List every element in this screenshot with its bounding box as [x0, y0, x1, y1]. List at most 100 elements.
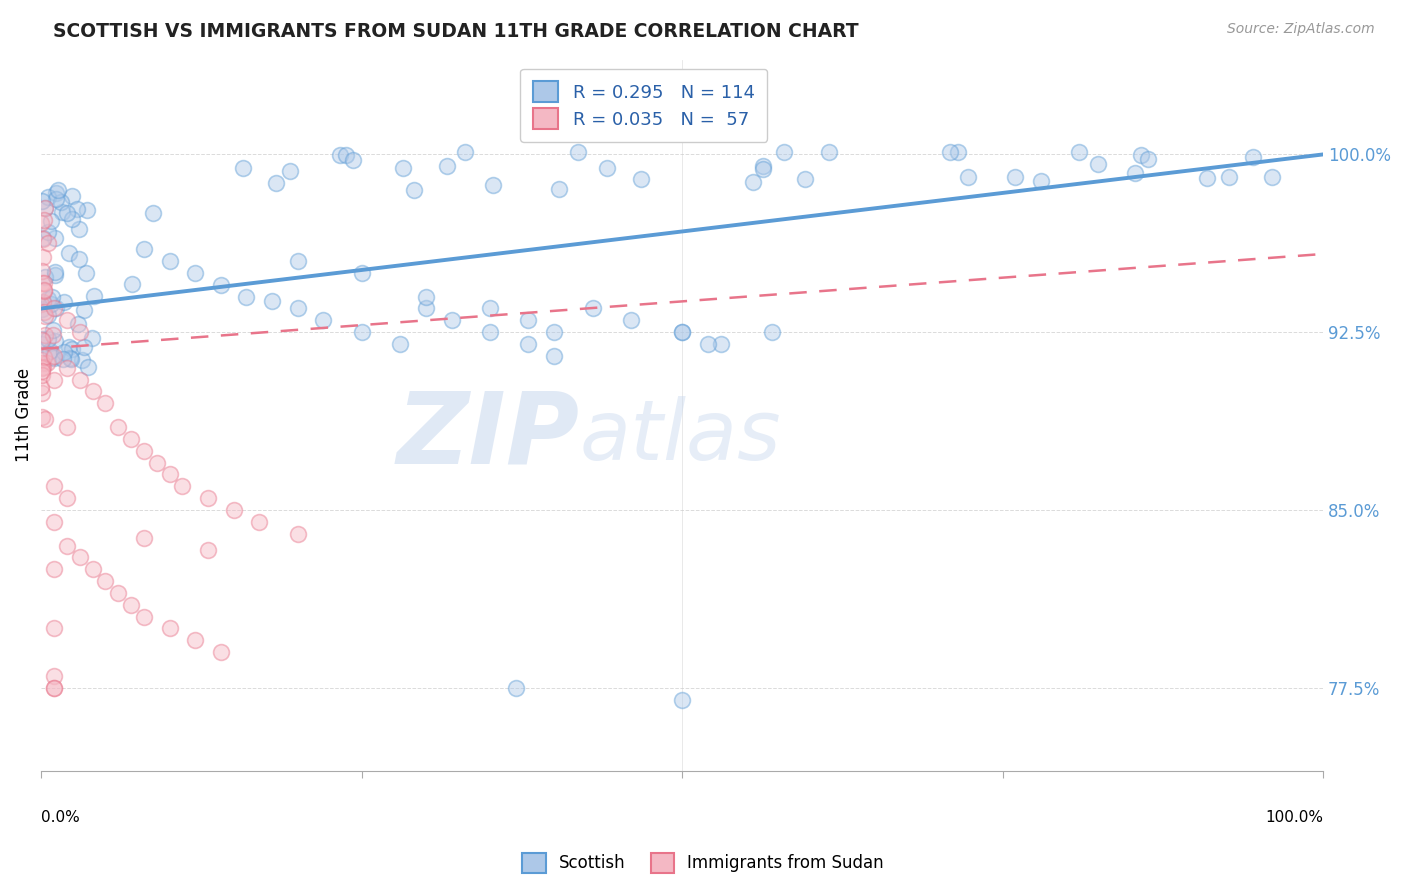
Point [69, 550, 91, 565]
Point [56, 205, 79, 219]
Point [287, 301, 309, 316]
Point [45, 192, 67, 206]
Point [142, 206, 165, 220]
Point [132, 242, 155, 256]
Point [51, 205, 73, 219]
Point [278, 164, 301, 178]
Point [172, 479, 194, 493]
Point [41, 350, 63, 364]
Point [620, 313, 643, 327]
Point [481, 178, 503, 192]
Point [41, 290, 63, 304]
Point [392, 161, 415, 175]
Point [44, 268, 66, 282]
Point [82, 562, 104, 576]
Point [41, 297, 63, 311]
Point [404, 183, 426, 197]
Point [342, 153, 364, 167]
Point [76, 202, 98, 217]
Text: 100.0%: 100.0% [1265, 810, 1323, 825]
Point [44, 334, 66, 349]
Point [51, 195, 73, 210]
Point [31, 194, 53, 208]
Point [159, 467, 181, 482]
Point [44, 515, 66, 529]
Point [312, 313, 335, 327]
Point [31, 356, 53, 370]
Point [56, 313, 79, 327]
Point [75, 267, 97, 281]
Point [37, 308, 59, 322]
Point [287, 526, 309, 541]
Point [752, 159, 775, 173]
Point [415, 290, 437, 304]
Point [60, 188, 83, 202]
Point [67, 222, 90, 236]
Point [58, 340, 80, 354]
Point [335, 148, 357, 162]
Point [567, 145, 589, 159]
Point [107, 586, 129, 600]
Point [132, 443, 155, 458]
Point [34, 270, 56, 285]
Text: Source: ZipAtlas.com: Source: ZipAtlas.com [1227, 22, 1375, 37]
Point [939, 145, 962, 159]
Point [44, 681, 66, 695]
Point [67, 317, 90, 331]
Point [1241, 150, 1264, 164]
Point [37, 225, 59, 239]
Point [1123, 166, 1146, 180]
Point [82, 384, 104, 399]
Text: 0.0%: 0.0% [41, 810, 80, 825]
Point [1087, 157, 1109, 171]
Text: SCOTTISH VS IMMIGRANTS FROM SUDAN 11TH GRADE CORRELATION CHART: SCOTTISH VS IMMIGRANTS FROM SUDAN 11TH G… [53, 22, 859, 41]
Point [60, 342, 83, 356]
Point [329, 148, 352, 162]
Point [80, 331, 103, 345]
Point [121, 277, 143, 292]
Point [31, 230, 53, 244]
Point [1067, 145, 1090, 159]
Point [37, 236, 59, 251]
Point [761, 325, 783, 339]
Point [67, 252, 90, 267]
Point [34, 328, 56, 343]
Point [59, 352, 82, 367]
Point [56, 491, 79, 505]
Point [120, 598, 142, 612]
Point [184, 266, 207, 280]
Point [35, 356, 58, 370]
Point [247, 515, 270, 529]
Y-axis label: 11th Grade: 11th Grade [15, 368, 32, 462]
Point [235, 290, 257, 304]
Point [350, 266, 373, 280]
Point [46, 183, 69, 197]
Point [773, 145, 796, 160]
Point [260, 294, 283, 309]
Point [94, 396, 117, 410]
Point [44, 230, 66, 244]
Point [52, 344, 75, 359]
Point [440, 313, 463, 327]
Point [58, 246, 80, 260]
Point [32, 305, 55, 319]
Point [73, 302, 96, 317]
Point [34, 201, 56, 215]
Point [696, 337, 718, 351]
Point [32, 351, 55, 365]
Legend: Scottish, Immigrants from Sudan: Scottish, Immigrants from Sudan [516, 847, 890, 880]
Point [37, 292, 59, 306]
Point [31, 360, 53, 375]
Point [69, 373, 91, 387]
Point [31, 368, 53, 382]
Point [517, 337, 540, 351]
Point [287, 254, 309, 268]
Point [1260, 169, 1282, 184]
Point [32, 283, 55, 297]
Point [31, 276, 53, 290]
Point [478, 325, 501, 339]
Point [671, 325, 693, 339]
Point [42, 328, 65, 343]
Point [44, 681, 66, 695]
Point [478, 301, 501, 316]
